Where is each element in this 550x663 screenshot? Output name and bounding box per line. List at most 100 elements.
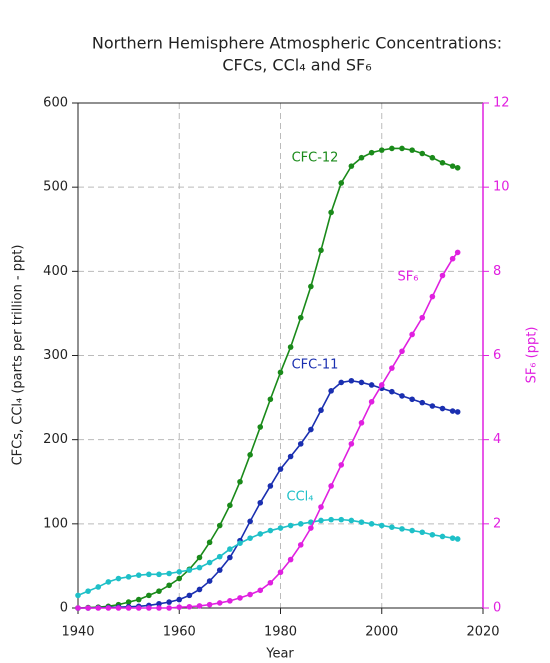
x-tick-label: 1980: [264, 625, 297, 640]
data-point: [399, 145, 405, 152]
data-point: [358, 154, 365, 161]
data-point: [267, 483, 274, 489]
data-point: [146, 571, 152, 578]
data-point: [368, 149, 375, 156]
data-point: [454, 249, 461, 256]
data-point: [166, 570, 172, 577]
data-point: [216, 553, 223, 560]
data-point: [95, 605, 102, 611]
data-point: [115, 575, 122, 582]
data-point: [439, 159, 446, 166]
data-point: [257, 587, 264, 594]
data-point: [409, 147, 415, 153]
data-point: [389, 388, 395, 395]
data-point: [409, 331, 415, 338]
data-point: [287, 344, 294, 350]
data-point: [419, 529, 426, 536]
chart-title: Northern Hemisphere Atmospheric Concentr…: [92, 34, 502, 53]
data-point: [257, 531, 264, 537]
data-point: [196, 554, 203, 561]
data-point: [409, 396, 415, 403]
data-point: [227, 546, 233, 552]
data-point: [247, 591, 253, 598]
data-point: [318, 517, 324, 524]
data-point: [358, 379, 365, 386]
y-axis-label: CFCs, CCl₄ (parts per trillion - ppt): [11, 245, 26, 466]
data-point: [439, 533, 446, 540]
data-point: [206, 559, 213, 566]
data-point: [237, 595, 243, 601]
data-point: [318, 247, 324, 254]
data-point: [227, 598, 233, 604]
data-point: [257, 424, 264, 430]
data-point: [146, 592, 152, 599]
data-point: [196, 603, 203, 609]
x-tick-label: 2020: [466, 625, 499, 640]
data-point: [297, 314, 304, 321]
y2-axis-label: SF₆ (ppt): [525, 327, 540, 384]
data-point: [439, 405, 446, 412]
data-point: [206, 539, 213, 546]
data-point: [348, 163, 355, 169]
data-point: [287, 453, 294, 460]
data-point: [338, 180, 345, 186]
data-point: [206, 578, 213, 584]
data-point: [166, 582, 172, 589]
data-point: [429, 531, 436, 538]
data-point: [135, 596, 142, 603]
y-tick-label: 0: [60, 601, 68, 616]
data-point: [75, 605, 81, 611]
y2-tick-label: 2: [493, 516, 501, 531]
series-label: CFC-12: [292, 151, 339, 166]
y2-tick-label: 4: [493, 432, 501, 447]
data-point: [196, 586, 203, 593]
data-point: [267, 396, 274, 403]
data-point: [75, 592, 81, 599]
data-point: [166, 599, 172, 605]
data-point: [389, 145, 395, 152]
y-tick-label: 600: [43, 96, 68, 111]
y-tick-label: 300: [43, 348, 68, 363]
data-point: [176, 569, 183, 575]
data-point: [328, 209, 334, 216]
data-point: [297, 441, 304, 447]
data-point: [297, 521, 304, 527]
x-tick-label: 1940: [61, 625, 94, 640]
y2-tick-label: 0: [493, 601, 501, 616]
data-point: [186, 592, 193, 599]
data-point: [399, 348, 405, 355]
data-point: [287, 556, 294, 563]
chart-subtitle: CFCs, CCl₄ and SF₆: [222, 56, 371, 75]
data-point: [449, 163, 456, 169]
data-point: [419, 399, 426, 406]
data-point: [146, 605, 152, 611]
data-point: [454, 165, 461, 171]
data-point: [368, 382, 375, 388]
data-point: [378, 522, 385, 529]
y2-tick-label: 6: [493, 348, 501, 363]
data-point: [125, 574, 132, 580]
data-point: [419, 150, 426, 157]
data-point: [115, 605, 122, 611]
data-point: [419, 314, 426, 321]
data-point: [277, 369, 284, 376]
data-point: [287, 522, 294, 529]
series-label: CFC-11: [292, 358, 339, 373]
data-point: [308, 426, 314, 433]
data-point: [389, 365, 395, 371]
data-point: [338, 462, 345, 468]
data-point: [227, 502, 233, 509]
data-point: [439, 272, 446, 279]
data-point: [135, 605, 142, 611]
data-point: [216, 600, 223, 606]
data-point: [318, 504, 324, 510]
data-point: [297, 542, 304, 548]
data-point: [409, 527, 415, 534]
data-point: [328, 516, 334, 523]
data-point: [95, 584, 102, 590]
data-point: [257, 499, 264, 506]
data-point: [135, 572, 142, 578]
data-point: [85, 588, 91, 594]
y2-tick-label: 10: [493, 180, 510, 195]
